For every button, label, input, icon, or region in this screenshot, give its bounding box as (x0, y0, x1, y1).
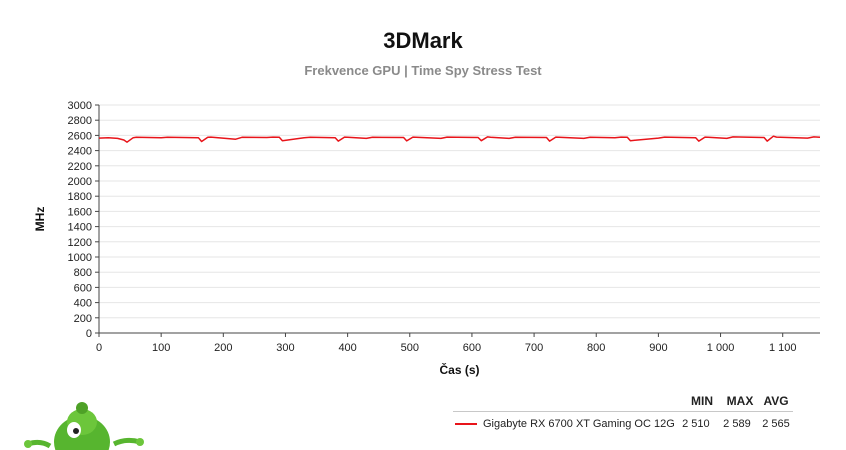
x-axis-label: Čas (s) (439, 362, 479, 377)
x-tick-label: 100 (152, 342, 170, 354)
x-tick-label: 900 (649, 342, 667, 354)
legend-row: Gigabyte RX 6700 XT Gaming OC 12G 2 510 … (453, 412, 793, 436)
x-tick-label: 500 (401, 342, 419, 354)
x-tick-label: 600 (463, 342, 481, 354)
y-tick-label: 2400 (68, 146, 92, 158)
y-tick-label: 400 (74, 298, 92, 310)
x-tick-label: 200 (214, 342, 232, 354)
legend-col-max: MAX (726, 394, 754, 408)
x-tick-label: 1 000 (707, 342, 735, 354)
legend-table: MIN MAX AVG Gigabyte RX 6700 XT Gaming O… (453, 394, 793, 436)
legend-avg-value: 2 565 (762, 418, 790, 430)
legend-swatch (455, 423, 477, 425)
legend-col-min: MIN (691, 394, 713, 408)
legend-values: 2 510 2 589 2 565 (677, 418, 793, 430)
mascot-logo-icon (24, 402, 144, 450)
y-tick-label: 1200 (68, 237, 92, 249)
y-axis-label: MHz (33, 207, 47, 232)
y-tick-label: 0 (86, 328, 92, 340)
x-tick-label: 400 (338, 342, 356, 354)
y-tick-label: 1800 (68, 191, 92, 203)
x-tick-label: 800 (587, 342, 605, 354)
x-tick-label: 0 (96, 342, 102, 354)
legend-col-avg: AVG (763, 394, 789, 408)
y-tick-label: 1000 (68, 252, 92, 264)
series-line (98, 135, 821, 143)
y-tick-label: 1600 (68, 206, 92, 218)
legend-series-name: Gigabyte RX 6700 XT Gaming OC 12G (483, 418, 675, 430)
chart-subtitle: Frekvence GPU | Time Spy Stress Test (304, 63, 542, 78)
legend-min-value: 2 510 (682, 418, 710, 430)
y-tick-label: 200 (74, 313, 92, 325)
x-tick-label: 700 (525, 342, 543, 354)
y-tick-label: 3000 (68, 100, 92, 112)
x-tick-label: 300 (276, 342, 294, 354)
y-tick-label: 600 (74, 282, 92, 294)
y-tick-label: 800 (74, 267, 92, 279)
y-tick-label: 2600 (68, 130, 92, 142)
y-tick-label: 2200 (68, 161, 92, 173)
legend-max-value: 2 589 (723, 418, 751, 430)
y-tick-label: 2800 (68, 115, 92, 127)
chart-title: 3DMark (383, 28, 463, 53)
legend-header: MIN MAX AVG (453, 394, 793, 412)
y-tick-label: 1400 (68, 222, 92, 234)
y-tick-label: 2000 (68, 176, 92, 188)
x-tick-label: 1 100 (769, 342, 797, 354)
